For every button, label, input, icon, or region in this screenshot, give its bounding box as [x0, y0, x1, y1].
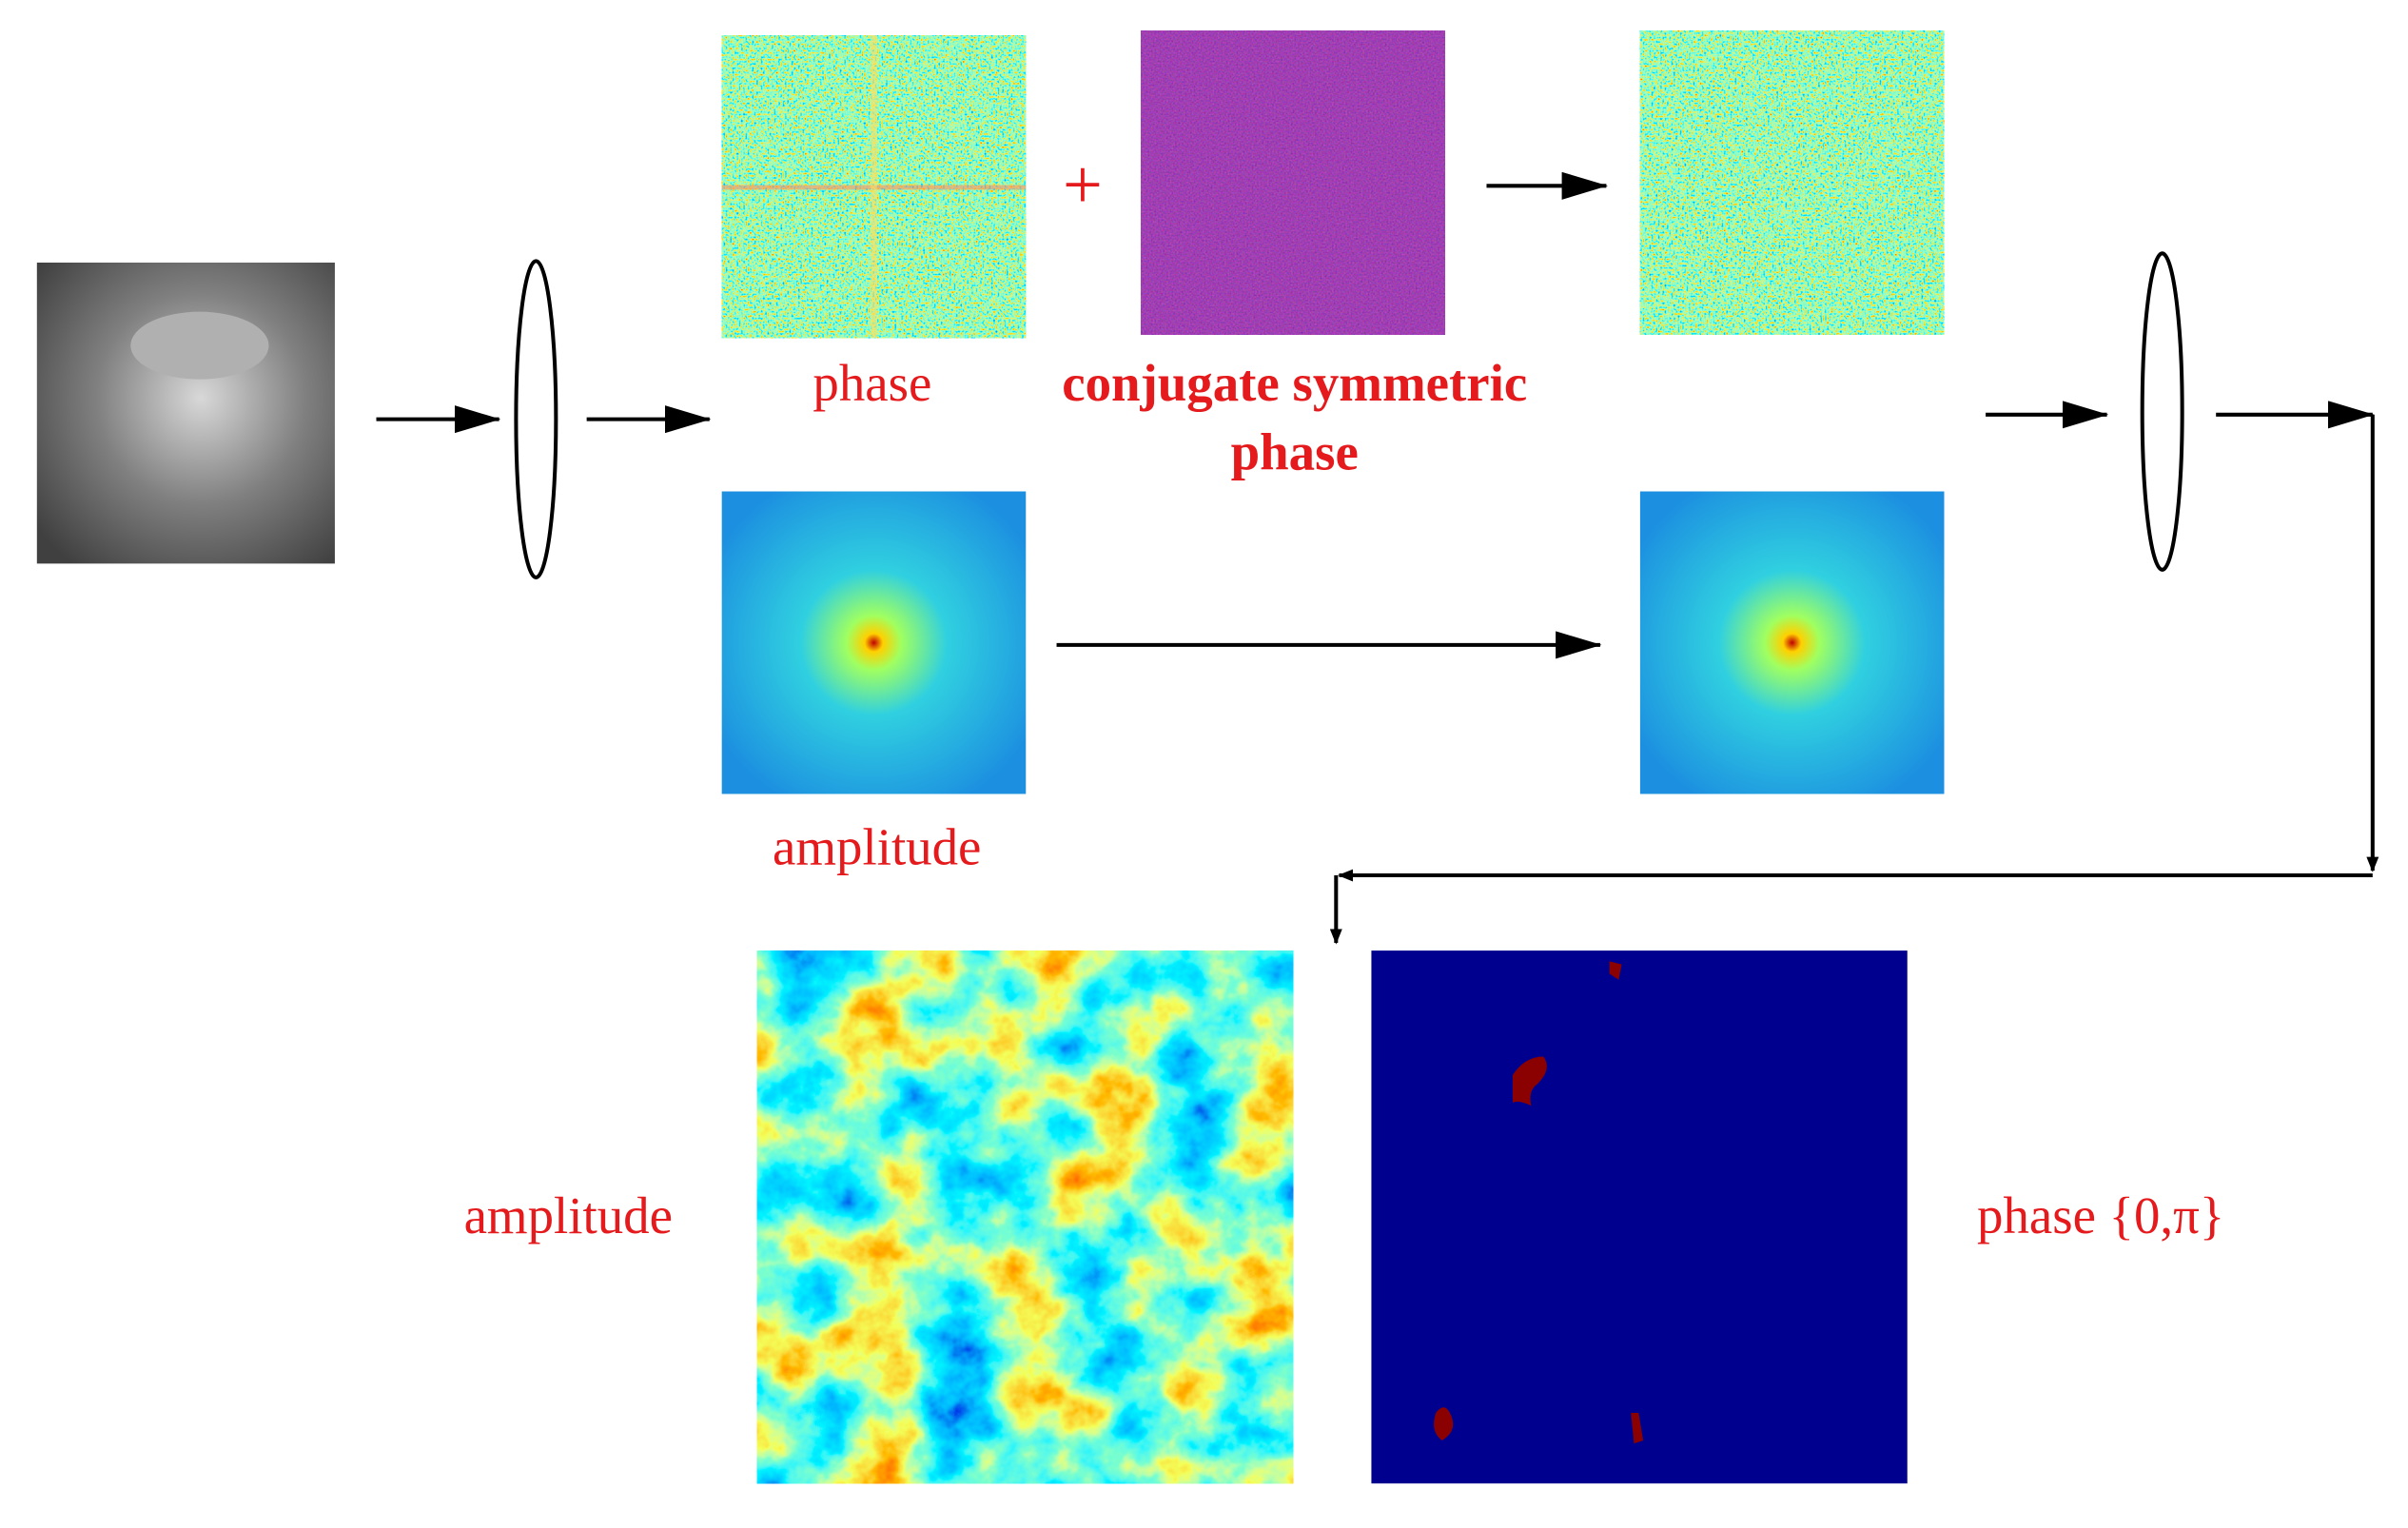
phase-blob: [1512, 1056, 1547, 1107]
plus: +: [1063, 147, 1103, 225]
conjugate-label: phase: [1231, 423, 1359, 481]
output-phase-label: phase {0,π}: [1977, 1186, 2224, 1244]
output-amplitude-label: amplitude: [464, 1186, 673, 1244]
lens: [2140, 251, 2184, 572]
input-image-detail: [130, 311, 269, 380]
amplitude-label: amplitude: [773, 817, 981, 875]
lens: [514, 259, 558, 579]
phase-blob: [1631, 1412, 1644, 1444]
phase-blob: [1609, 961, 1622, 980]
combined-phase-image: [1639, 30, 1945, 335]
conjugate-label: conjugate symmetric: [1062, 354, 1527, 412]
input-image: [36, 263, 335, 564]
phase-blob: [1434, 1407, 1454, 1440]
amplitude-image: [1639, 491, 1945, 794]
output-amplitude-image: [756, 950, 1294, 1484]
amplitude-image: [721, 491, 1027, 794]
conjugate-phase-image: [1141, 30, 1445, 335]
phase-label: phase: [812, 354, 931, 412]
output-phase-image: [1371, 950, 1908, 1484]
